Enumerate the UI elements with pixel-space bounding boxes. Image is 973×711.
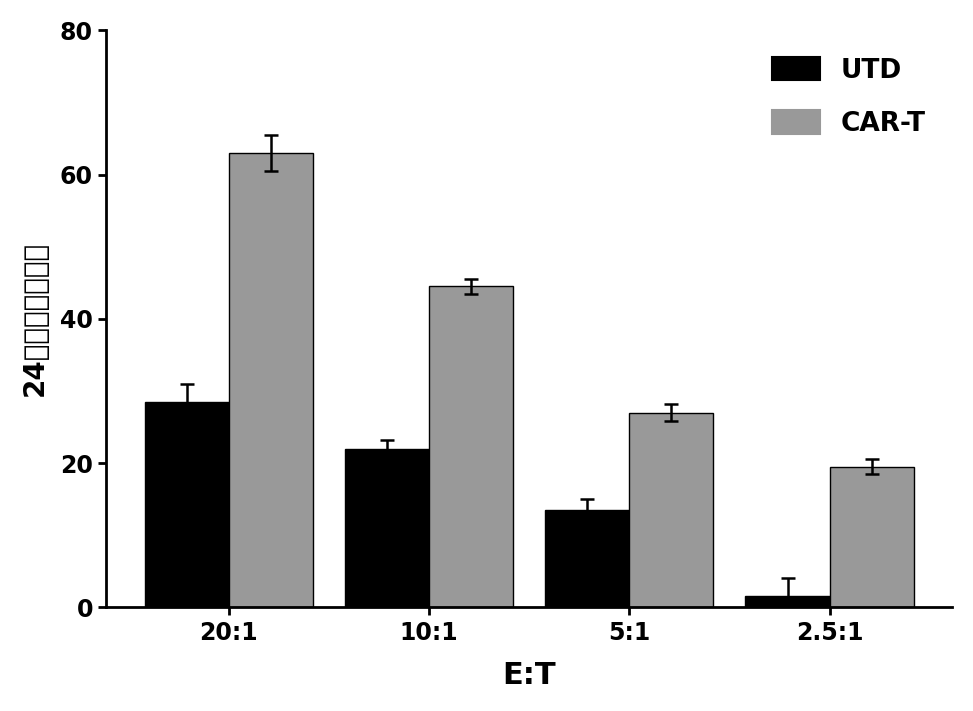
Y-axis label: 24小时细胞杀伤率: 24小时细胞杀伤率 [20, 241, 49, 396]
Bar [145, 402, 229, 607]
X-axis label: E:T: E:T [502, 661, 556, 690]
Legend: UTD, CAR-T: UTD, CAR-T [759, 43, 939, 150]
Bar [830, 466, 914, 607]
Bar [229, 153, 313, 607]
Bar [344, 449, 429, 607]
Bar [429, 287, 513, 607]
Bar [630, 412, 713, 607]
Bar [745, 597, 830, 607]
Bar [545, 510, 630, 607]
